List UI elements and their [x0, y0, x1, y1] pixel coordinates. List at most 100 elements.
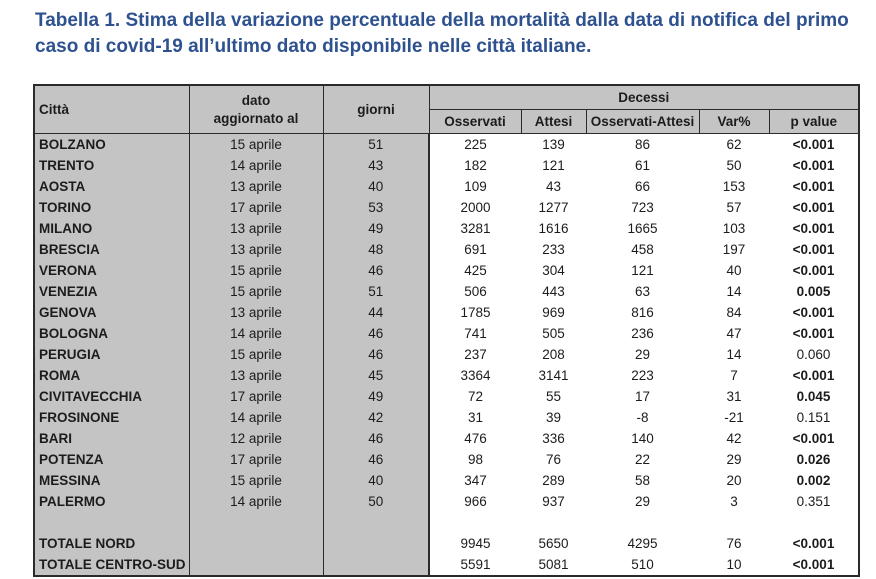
cell-days: 51	[323, 281, 430, 302]
cell-var-pct: 42	[699, 428, 769, 449]
cell-osservati-attesi: 510	[586, 554, 699, 576]
cell-osservati-attesi	[586, 512, 699, 533]
table-row: GENOVA 13 aprile 44 1785 969 816 84 <0.001	[34, 302, 859, 323]
table-row: MESSINA 15 aprile 40 347 289 58 20 0.002	[34, 470, 859, 491]
cell-date	[189, 554, 324, 576]
cell-days: 46	[323, 449, 430, 470]
cell-city: MILANO	[34, 218, 190, 239]
cell-var-pct: 31	[699, 386, 769, 407]
cell-days	[323, 512, 430, 533]
cell-attesi: 304	[521, 260, 586, 281]
cell-city: VERONA	[34, 260, 190, 281]
cell-date: 14 aprile	[189, 323, 324, 344]
cell-p-value: 0.002	[769, 470, 859, 491]
cell-var-pct: 10	[699, 554, 769, 576]
cell-attesi: 1616	[521, 218, 586, 239]
cell-p-value: <0.001	[769, 533, 859, 554]
cell-var-pct: 103	[699, 218, 769, 239]
cell-days: 40	[323, 470, 430, 491]
col-header-p-value: p value	[768, 109, 860, 134]
cell-p-value: 0.351	[769, 491, 859, 512]
cell-osservati-attesi: 29	[586, 344, 699, 365]
cell-city: VENEZIA	[34, 281, 190, 302]
cell-var-pct: 62	[699, 133, 769, 155]
cell-p-value: <0.001	[769, 260, 859, 281]
cell-city: PALERMO	[34, 491, 190, 512]
cell-date: 17 aprile	[189, 449, 324, 470]
cell-osservati: 3281	[429, 218, 521, 239]
cell-p-value: 0.005	[769, 281, 859, 302]
cell-osservati-attesi: 121	[586, 260, 699, 281]
cell-days: 53	[323, 197, 430, 218]
cell-city: AOSTA	[34, 176, 190, 197]
cell-attesi: 937	[521, 491, 586, 512]
cell-p-value: 0.026	[769, 449, 859, 470]
table-row: ROMA 13 aprile 45 3364 3141 223 7 <0.001	[34, 365, 859, 386]
cell-date: 15 aprile	[189, 260, 324, 281]
table-row: VENEZIA 15 aprile 51 506 443 63 14 0.005	[34, 281, 859, 302]
cell-p-value: <0.001	[769, 323, 859, 344]
cell-date: 14 aprile	[189, 491, 324, 512]
cell-attesi: 39	[521, 407, 586, 428]
table-row: BRESCIA 13 aprile 48 691 233 458 197 <0.001	[34, 239, 859, 260]
cell-city: BOLOGNA	[34, 323, 190, 344]
cell-days: 44	[323, 302, 430, 323]
col-header-giorni: giorni	[322, 84, 430, 134]
cell-city: TRENTO	[34, 155, 190, 176]
cell-days: 51	[323, 133, 430, 155]
cell-osservati: 347	[429, 470, 521, 491]
cell-osservati-attesi: 458	[586, 239, 699, 260]
cell-attesi: 5081	[521, 554, 586, 576]
table-row: BOLOGNA 14 aprile 46 741 505 236 47 <0.001	[34, 323, 859, 344]
cell-p-value: <0.001	[769, 218, 859, 239]
col-header-decessi: Decessi	[428, 84, 860, 110]
cell-osservati-attesi: 723	[586, 197, 699, 218]
table-row: BOLZANO 15 aprile 51 225 139 86 62 <0.001	[34, 133, 859, 155]
cell-city: BOLZANO	[34, 133, 190, 155]
table-row: TOTALE CENTRO-SUD 5591 5081 510 10 <0.001	[34, 554, 859, 576]
cell-var-pct: 47	[699, 323, 769, 344]
cell-var-pct: 40	[699, 260, 769, 281]
cell-osservati-attesi: 61	[586, 155, 699, 176]
cell-var-pct: 84	[699, 302, 769, 323]
cell-attesi: 505	[521, 323, 586, 344]
table-row: TRENTO 14 aprile 43 182 121 61 50 <0.001	[34, 155, 859, 176]
cell-osservati: 9945	[429, 533, 521, 554]
cell-osservati-attesi: 66	[586, 176, 699, 197]
cell-city: PERUGIA	[34, 344, 190, 365]
table-title: Tabella 1. Stima della variazione percen…	[35, 10, 849, 57]
cell-p-value: <0.001	[769, 554, 859, 576]
cell-days: 46	[323, 344, 430, 365]
cell-attesi: 43	[521, 176, 586, 197]
cell-days: 46	[323, 260, 430, 281]
cell-osservati: 31	[429, 407, 521, 428]
cell-osservati: 237	[429, 344, 521, 365]
table-header: Città dato aggiornato al giorni Decessi …	[33, 84, 860, 134]
table-row: POTENZA 17 aprile 46 98 76 22 29 0.026	[34, 449, 859, 470]
cell-date	[189, 533, 324, 554]
cell-osservati-attesi: -8	[586, 407, 699, 428]
table-row: PALERMO 14 aprile 50 966 937 29 3 0.351	[34, 491, 859, 512]
cell-date: 12 aprile	[189, 428, 324, 449]
cell-days	[323, 533, 430, 554]
cell-osservati: 5591	[429, 554, 521, 576]
cell-attesi: 443	[521, 281, 586, 302]
cell-days: 50	[323, 491, 430, 512]
cell-osservati: 98	[429, 449, 521, 470]
cell-p-value: <0.001	[769, 239, 859, 260]
table-row: TOTALE NORD 9945 5650 4295 76 <0.001	[34, 533, 859, 554]
cell-osservati-attesi: 22	[586, 449, 699, 470]
cell-osservati: 691	[429, 239, 521, 260]
cell-attesi: 233	[521, 239, 586, 260]
cell-attesi: 969	[521, 302, 586, 323]
table-row: VERONA 15 aprile 46 425 304 121 40 <0.001	[34, 260, 859, 281]
table-row: TORINO 17 aprile 53 2000 1277 723 57 <0.001	[34, 197, 859, 218]
cell-date: 13 aprile	[189, 302, 324, 323]
cell-attesi: 5650	[521, 533, 586, 554]
cell-attesi: 336	[521, 428, 586, 449]
cell-date: 13 aprile	[189, 239, 324, 260]
cell-osservati: 225	[429, 133, 521, 155]
cell-osservati-attesi: 1665	[586, 218, 699, 239]
cell-var-pct: 57	[699, 197, 769, 218]
